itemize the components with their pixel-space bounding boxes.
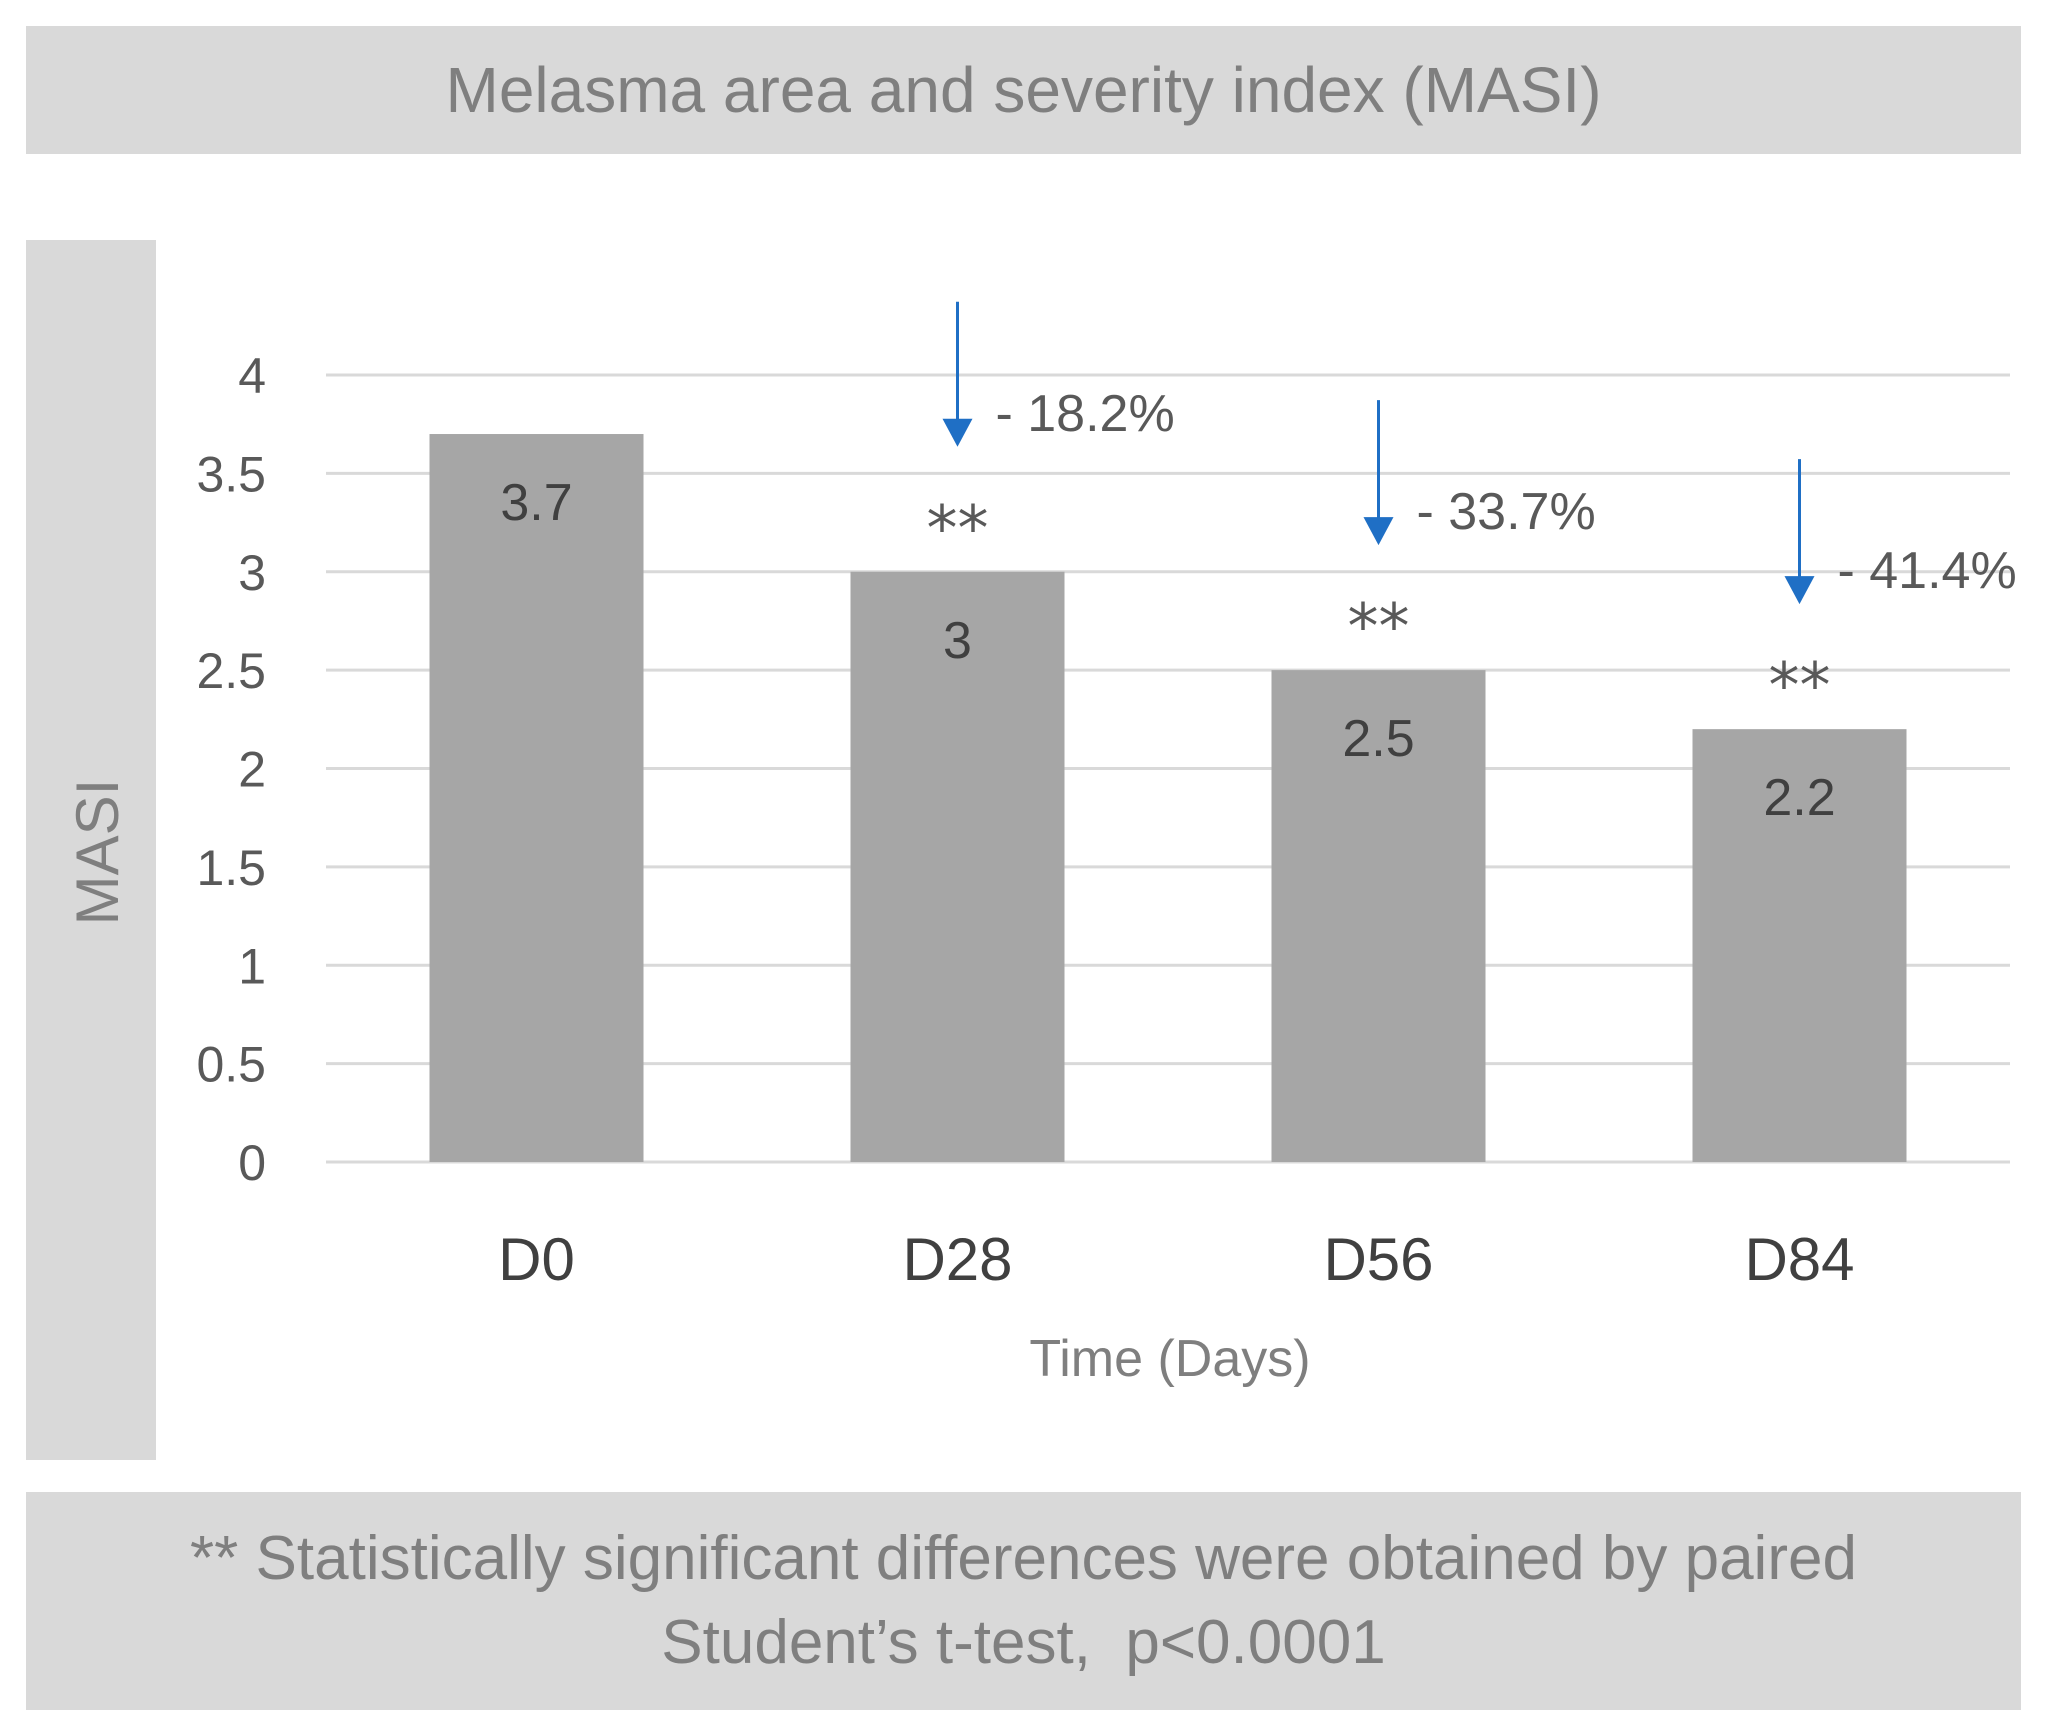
bar-d84 bbox=[1692, 729, 1907, 1162]
y-tick-label: 0 bbox=[238, 1135, 266, 1191]
down-arrow-icon bbox=[1784, 576, 1815, 605]
change-label: - 18.2% bbox=[996, 385, 1175, 443]
down-arrow-icon bbox=[1363, 517, 1394, 546]
down-arrow-icon bbox=[942, 418, 973, 447]
bars: 3.7 3 2.5 2.2 bbox=[429, 434, 1907, 1162]
significance-marker: ** bbox=[927, 492, 989, 565]
bar-d56 bbox=[1271, 670, 1486, 1162]
data-label: 3 bbox=[943, 612, 972, 670]
y-tick-label: 1 bbox=[238, 938, 266, 994]
x-axis-categories: D0 D28 D56 D84 bbox=[498, 1226, 1854, 1293]
bar-d28 bbox=[850, 571, 1065, 1162]
footnote-line-1: ** Statistically significant differences… bbox=[190, 1524, 1857, 1594]
data-label: 2.5 bbox=[1342, 710, 1414, 768]
y-axis-title-panel bbox=[26, 240, 156, 1460]
bar-d0 bbox=[429, 434, 644, 1162]
y-tick-label: 1.5 bbox=[196, 840, 266, 896]
y-axis-ticks: 0 0.5 1 1.5 2 2.5 3 3.5 4 bbox=[196, 348, 266, 1191]
y-tick-label: 4 bbox=[238, 348, 266, 404]
x-category-label: D56 bbox=[1323, 1226, 1433, 1293]
y-tick-label: 3 bbox=[238, 545, 266, 601]
y-tick-label: 2 bbox=[238, 742, 266, 798]
x-category-label: D84 bbox=[1744, 1226, 1854, 1293]
significance-marker: ** bbox=[1348, 590, 1410, 663]
x-axis-title: Time (Days) bbox=[1029, 1330, 1310, 1388]
footnote-line-2: Student’s t-test, p<0.0001 bbox=[661, 1608, 1386, 1677]
data-label: 2.2 bbox=[1763, 769, 1835, 827]
change-label: - 41.4% bbox=[1838, 542, 2017, 600]
y-axis-title: MASI bbox=[64, 779, 131, 926]
y-tick-label: 3.5 bbox=[196, 446, 266, 502]
y-tick-label: 0.5 bbox=[196, 1037, 266, 1093]
chart-title: Melasma area and severity index (MASI) bbox=[26, 26, 2021, 154]
x-category-label: D28 bbox=[902, 1226, 1012, 1293]
footnote: ** Statistically significant differences… bbox=[26, 1492, 2021, 1710]
y-tick-label: 2.5 bbox=[196, 643, 266, 699]
annotations: **- 18.2%**- 33.7%**- 41.4% bbox=[927, 301, 2017, 722]
data-label: 3.7 bbox=[500, 474, 572, 532]
change-label: - 33.7% bbox=[1417, 483, 1596, 541]
significance-marker: ** bbox=[1769, 649, 1831, 722]
x-category-label: D0 bbox=[498, 1226, 575, 1293]
